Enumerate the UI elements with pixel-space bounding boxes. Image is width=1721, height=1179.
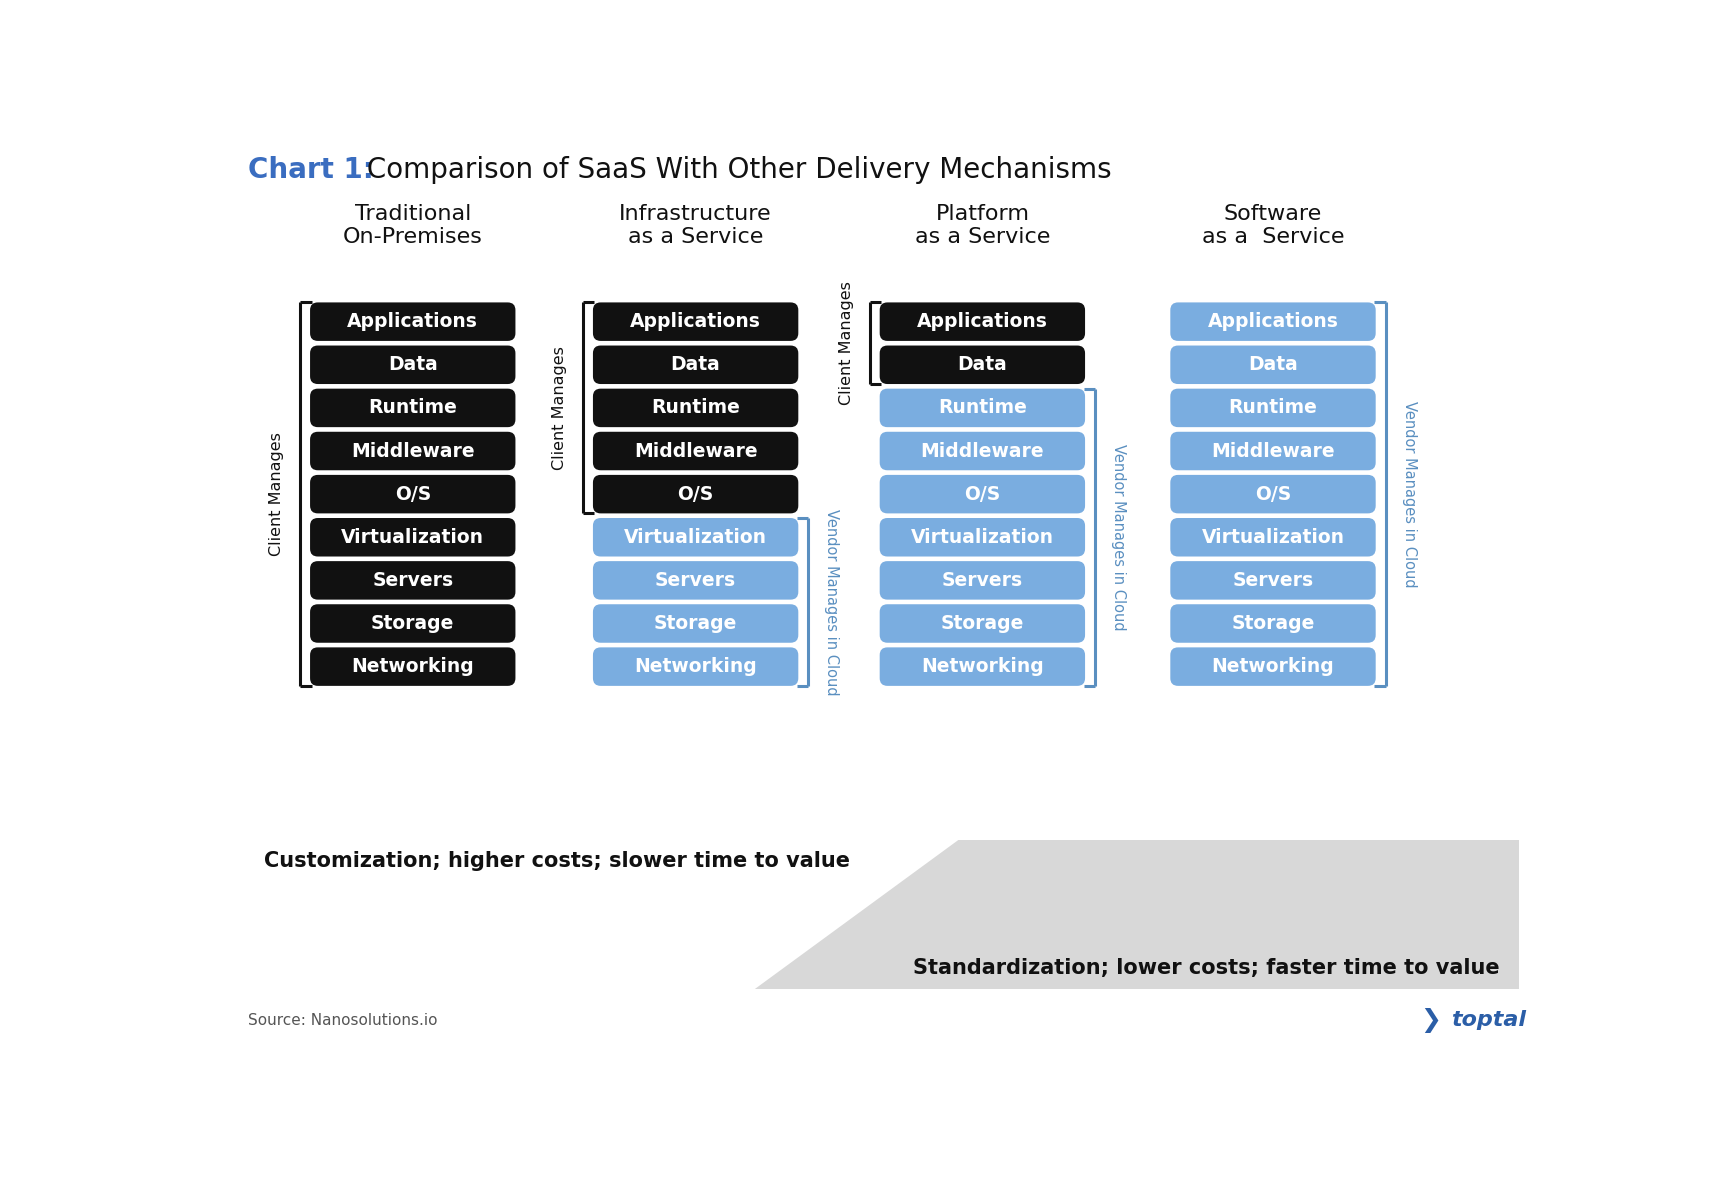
Text: Networking: Networking <box>921 657 1043 676</box>
Text: Runtime: Runtime <box>1229 399 1318 417</box>
FancyBboxPatch shape <box>879 302 1084 341</box>
FancyBboxPatch shape <box>879 345 1084 384</box>
Text: Customization; higher costs; slower time to value: Customization; higher costs; slower time… <box>263 851 850 871</box>
Text: Traditional
On-Premises: Traditional On-Premises <box>342 204 482 248</box>
Text: Storage: Storage <box>372 614 454 633</box>
FancyBboxPatch shape <box>594 475 799 513</box>
FancyBboxPatch shape <box>879 389 1084 427</box>
Text: Applications: Applications <box>917 312 1048 331</box>
FancyBboxPatch shape <box>879 605 1084 643</box>
FancyBboxPatch shape <box>310 302 515 341</box>
Text: Vendor Manages in Cloud: Vendor Manages in Cloud <box>1401 401 1416 587</box>
Text: Platform
as a Service: Platform as a Service <box>914 204 1050 248</box>
Text: Client Manages: Client Manages <box>552 345 568 470</box>
Text: O/S: O/S <box>394 485 430 503</box>
Text: ❯: ❯ <box>1420 1008 1440 1033</box>
Text: Servers: Servers <box>941 571 1022 590</box>
Text: Runtime: Runtime <box>938 399 1027 417</box>
FancyBboxPatch shape <box>594 389 799 427</box>
Text: Servers: Servers <box>372 571 453 590</box>
FancyBboxPatch shape <box>879 518 1084 556</box>
FancyBboxPatch shape <box>1170 605 1375 643</box>
Text: Applications: Applications <box>1208 312 1339 331</box>
Text: Runtime: Runtime <box>651 399 740 417</box>
Text: Virtualization: Virtualization <box>1201 528 1344 547</box>
Text: Data: Data <box>671 355 721 374</box>
Text: Middleware: Middleware <box>633 441 757 461</box>
FancyBboxPatch shape <box>594 561 799 600</box>
Text: Software
as a  Service: Software as a Service <box>1201 204 1344 248</box>
FancyBboxPatch shape <box>1170 475 1375 513</box>
FancyBboxPatch shape <box>310 561 515 600</box>
Text: Vendor Manages in Cloud: Vendor Manages in Cloud <box>824 508 840 696</box>
Text: O/S: O/S <box>1255 485 1291 503</box>
Text: Applications: Applications <box>630 312 761 331</box>
FancyBboxPatch shape <box>310 518 515 556</box>
FancyBboxPatch shape <box>594 518 799 556</box>
Text: Storage: Storage <box>1231 614 1315 633</box>
Text: Client Manages: Client Manages <box>268 433 284 556</box>
Text: Middleware: Middleware <box>921 441 1045 461</box>
FancyBboxPatch shape <box>1170 345 1375 384</box>
FancyBboxPatch shape <box>594 432 799 470</box>
FancyBboxPatch shape <box>1170 389 1375 427</box>
Polygon shape <box>244 839 959 989</box>
FancyBboxPatch shape <box>310 475 515 513</box>
Text: Storage: Storage <box>941 614 1024 633</box>
Text: Middleware: Middleware <box>351 441 475 461</box>
FancyBboxPatch shape <box>594 605 799 643</box>
Text: Client Manages: Client Manages <box>838 282 854 406</box>
FancyBboxPatch shape <box>879 432 1084 470</box>
Text: Virtualization: Virtualization <box>625 528 768 547</box>
FancyBboxPatch shape <box>310 389 515 427</box>
Text: Data: Data <box>957 355 1007 374</box>
Text: Networking: Networking <box>635 657 757 676</box>
Text: Networking: Networking <box>351 657 473 676</box>
FancyBboxPatch shape <box>594 647 799 686</box>
Text: Runtime: Runtime <box>368 399 458 417</box>
Text: Virtualization: Virtualization <box>910 528 1053 547</box>
FancyBboxPatch shape <box>1170 561 1375 600</box>
Text: Middleware: Middleware <box>1212 441 1335 461</box>
FancyBboxPatch shape <box>879 647 1084 686</box>
FancyBboxPatch shape <box>1170 647 1375 686</box>
Bar <box>244 839 1520 989</box>
Text: Chart 1:: Chart 1: <box>248 156 373 184</box>
FancyBboxPatch shape <box>879 475 1084 513</box>
FancyBboxPatch shape <box>1170 432 1375 470</box>
FancyBboxPatch shape <box>594 302 799 341</box>
FancyBboxPatch shape <box>310 345 515 384</box>
Text: Data: Data <box>387 355 437 374</box>
Text: Storage: Storage <box>654 614 737 633</box>
Text: Infrastructure
as a Service: Infrastructure as a Service <box>620 204 773 248</box>
Text: Source: Nanosolutions.io: Source: Nanosolutions.io <box>248 1013 437 1028</box>
Text: O/S: O/S <box>964 485 1000 503</box>
FancyBboxPatch shape <box>310 605 515 643</box>
FancyBboxPatch shape <box>1170 302 1375 341</box>
Text: toptal: toptal <box>1451 1010 1527 1030</box>
Text: Vendor Manages in Cloud: Vendor Manages in Cloud <box>1110 444 1126 631</box>
Text: Data: Data <box>1248 355 1298 374</box>
Text: Comparison of SaaS With Other Delivery Mechanisms: Comparison of SaaS With Other Delivery M… <box>358 156 1112 184</box>
FancyBboxPatch shape <box>310 647 515 686</box>
Text: Standardization; lower costs; faster time to value: Standardization; lower costs; faster tim… <box>914 957 1501 977</box>
FancyBboxPatch shape <box>1170 518 1375 556</box>
FancyBboxPatch shape <box>879 561 1084 600</box>
FancyBboxPatch shape <box>594 345 799 384</box>
FancyBboxPatch shape <box>310 432 515 470</box>
Text: O/S: O/S <box>678 485 714 503</box>
Text: Networking: Networking <box>1212 657 1334 676</box>
Text: Servers: Servers <box>1232 571 1313 590</box>
Text: Servers: Servers <box>656 571 737 590</box>
Text: Virtualization: Virtualization <box>341 528 484 547</box>
Text: Applications: Applications <box>348 312 478 331</box>
